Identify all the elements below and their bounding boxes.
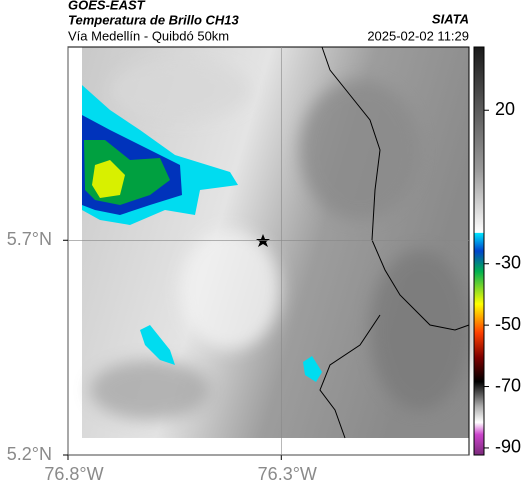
satellite: GOES-EAST <box>68 0 146 12</box>
colorbar: 20 -30 -50 -70 -90 <box>473 46 521 457</box>
colorbar-tick-label: -50 <box>495 314 521 334</box>
colorbar-tick-label: -90 <box>495 437 521 457</box>
x-tick-label: 76.8°W <box>44 464 103 484</box>
subtitle: Vía Medellín - Quibdó 50km <box>68 28 229 43</box>
map-image <box>82 46 470 439</box>
header: GOES-EAST Temperatura de Brillo CH13 Vía… <box>68 0 469 43</box>
title: Temperatura de Brillo CH13 <box>68 12 240 27</box>
x-tick-label: 76.3°W <box>258 464 317 484</box>
source: SIATA <box>432 11 469 26</box>
y-tick-label: 5.7°N <box>7 229 52 249</box>
datetime: 2025-02-02 11:29 <box>367 28 469 43</box>
y-tick-label: 5.2°N <box>7 444 52 464</box>
colorbar-tick-label: 20 <box>495 99 515 119</box>
colorbar-tick-label: -70 <box>495 375 521 395</box>
colorbar-gradient <box>473 46 485 456</box>
axes: 76.8°W 76.3°W 5.2°N 5.7°N <box>7 46 470 484</box>
colorbar-tick-label: -30 <box>495 252 521 272</box>
